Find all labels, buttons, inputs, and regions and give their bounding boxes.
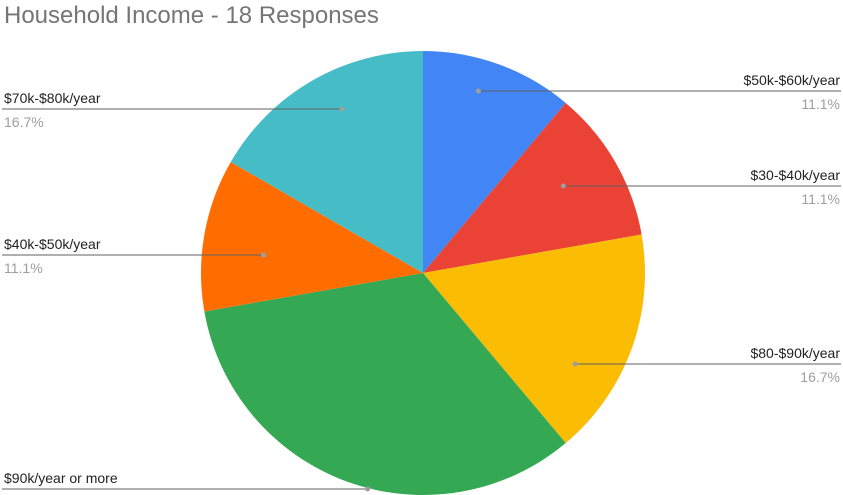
leader-dot bbox=[260, 252, 266, 258]
pie-slice-80-90k-year bbox=[423, 234, 645, 444]
slice-percent: 16.7% bbox=[800, 369, 840, 385]
leader-dot bbox=[339, 106, 345, 112]
slice-label: $80-$90k/year bbox=[750, 345, 840, 361]
chart-title: Household Income - 18 Responses bbox=[4, 2, 379, 29]
pie-slice-30-40k-year bbox=[423, 102, 642, 273]
slice-label: $30-$40k/year bbox=[750, 167, 840, 183]
slice-label: $90k/year or more bbox=[4, 470, 118, 486]
slice-label: $50k-$60k/year bbox=[743, 72, 840, 88]
leader-dot bbox=[572, 361, 578, 367]
leader-dot bbox=[365, 486, 371, 492]
pie-slice-90k-year-or-more bbox=[204, 273, 566, 495]
pie-slice-40k-50k-year bbox=[201, 162, 423, 312]
slice-percent: 11.1% bbox=[801, 191, 840, 207]
leader-dot bbox=[560, 183, 566, 189]
slice-label: $70k-$80k/year bbox=[4, 90, 101, 106]
leader-dot bbox=[475, 88, 481, 94]
slice-percent: 11.1% bbox=[801, 96, 840, 112]
slice-percent: 16.7% bbox=[4, 114, 44, 130]
pie-slice-50k-60k-year bbox=[423, 51, 566, 273]
pie-slice-70k-80k-year bbox=[230, 51, 423, 273]
slice-label: $40k-$50k/year bbox=[4, 236, 101, 252]
slice-percent: 11.1% bbox=[4, 260, 43, 276]
